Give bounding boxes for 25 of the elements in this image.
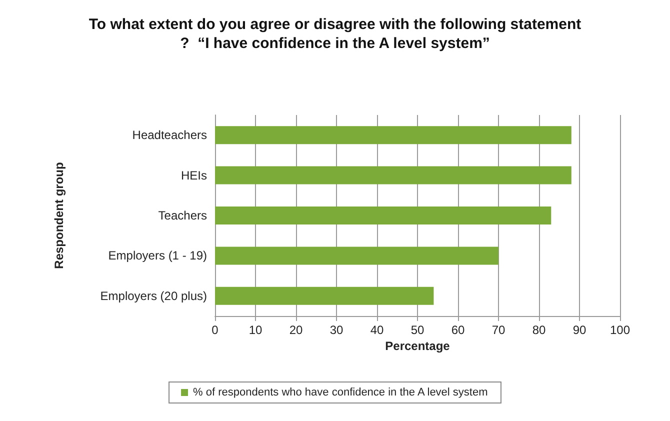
x-tick-label: 80 (532, 323, 546, 337)
x-tick-label: 20 (289, 323, 303, 337)
bar (215, 126, 572, 144)
y-tick-label: HEIs (180, 168, 207, 182)
y-tick-label: Headteachers (132, 128, 207, 142)
x-axis-title: Percentage (385, 339, 450, 353)
bar (215, 286, 434, 305)
bar (215, 246, 498, 265)
x-tick-label: 0 (212, 323, 219, 337)
bar (215, 166, 572, 184)
y-axis-title: Respondent group (52, 162, 66, 269)
legend-label: % of respondents who have confidence in the A level system (193, 386, 488, 398)
y-tick-label: Employers (20 plus) (100, 288, 207, 303)
x-tick-label: 50 (410, 323, 424, 337)
y-tick-label: Teachers (158, 208, 207, 222)
x-tick-label: 60 (451, 323, 465, 337)
x-tick-label: 70 (492, 323, 506, 337)
x-tick-label: 100 (610, 323, 630, 337)
chart-title: To what extent do you agree or disagree with the following statement? “I have confidence in the A level system” (88, 16, 582, 52)
x-tick-label: 90 (572, 323, 586, 337)
x-tick-label: 30 (330, 323, 344, 337)
x-tick-label: 10 (248, 323, 262, 337)
bar (215, 206, 552, 224)
x-tick-label: 40 (370, 323, 384, 337)
y-tick-label: Employers (1 - 19) (108, 248, 207, 263)
